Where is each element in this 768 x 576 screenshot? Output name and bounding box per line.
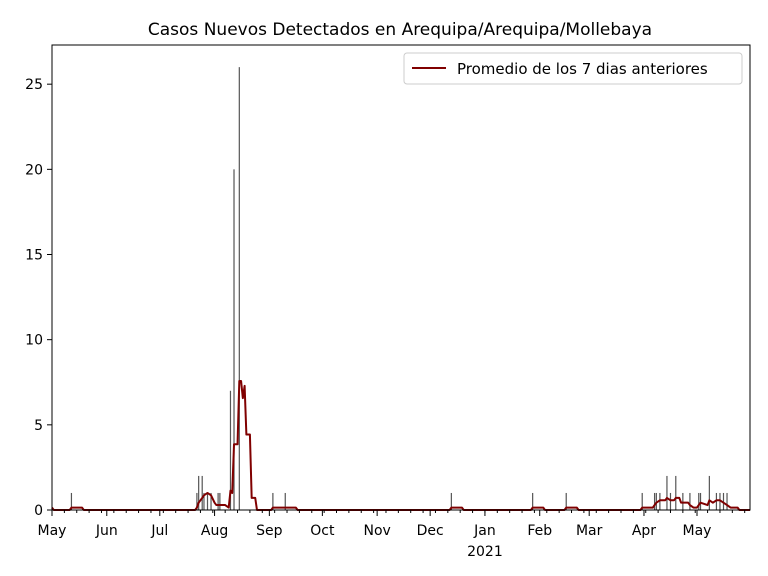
bar	[726, 492, 728, 510]
bar	[682, 492, 684, 510]
bar	[217, 492, 219, 510]
chart-title: Casos Nuevos Detectados en Arequipa/Areq…	[148, 20, 652, 40]
bar	[206, 492, 209, 510]
bar	[689, 492, 691, 510]
bar	[653, 492, 656, 510]
bar	[669, 492, 672, 510]
y-axis: 0 5 10 15 20 25	[25, 77, 52, 519]
bar	[565, 492, 567, 510]
bar	[698, 492, 700, 510]
bar	[70, 492, 73, 510]
x-axis: May Jun Jul Aug Sep Oct Nov Dec Jan 2021 Feb Mar Apr…	[38, 510, 746, 560]
bar	[201, 475, 203, 510]
bar	[196, 492, 198, 510]
bar	[450, 492, 452, 510]
bar	[272, 492, 274, 510]
bar	[666, 475, 668, 510]
x-tick-label: Jan	[473, 523, 496, 539]
x-tick-label: Aug	[201, 523, 228, 539]
x-tick-label: Jun	[95, 523, 118, 539]
plot-frame	[51, 44, 751, 511]
legend-box	[403, 52, 743, 85]
bar	[229, 390, 232, 510]
legend: Promedio de los 7 dias anteriores	[403, 52, 743, 85]
bar	[708, 475, 710, 510]
x-tick-label: May	[38, 523, 67, 539]
y-tick-label: 25	[25, 77, 43, 93]
legend-label: Promedio de los 7 dias anteriores	[457, 60, 708, 78]
x-tick-year-label: 2021	[467, 544, 503, 560]
x-tick-label: Jul	[150, 523, 168, 539]
y-tick-label: 15	[25, 248, 43, 264]
y-tick-label: 20	[25, 162, 43, 178]
x-tick-label: Sep	[256, 523, 283, 539]
bar	[532, 492, 534, 510]
x-tick-label: Mar	[576, 523, 603, 539]
line-layer	[51, 380, 750, 511]
bar	[675, 475, 677, 510]
x-tick-label: Feb	[527, 523, 552, 539]
bar	[203, 492, 205, 510]
x-tick-label: Oct	[310, 523, 335, 539]
x-tick-label: Apr	[632, 523, 656, 539]
x-tick-label: Dec	[417, 523, 444, 539]
bar	[198, 475, 200, 510]
bar	[219, 492, 221, 510]
bar	[641, 492, 643, 510]
x-tick-label: Nov	[363, 523, 390, 539]
x-tick-label: May	[683, 523, 712, 539]
bar	[210, 492, 212, 510]
moving-average-line	[51, 380, 750, 511]
bar	[284, 492, 286, 510]
y-tick-label: 10	[25, 333, 43, 349]
bar	[238, 67, 240, 511]
y-tick-label: 5	[34, 418, 43, 434]
bar	[699, 492, 702, 510]
y-tick-label: 0	[34, 503, 43, 519]
bar	[233, 169, 235, 511]
